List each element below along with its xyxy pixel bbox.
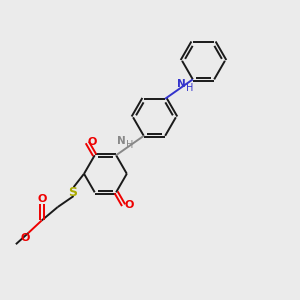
Text: N: N — [177, 79, 186, 89]
Text: H: H — [186, 82, 193, 93]
Text: H: H — [126, 140, 133, 150]
Text: O: O — [124, 200, 134, 210]
Text: O: O — [87, 137, 96, 147]
Text: O: O — [20, 233, 29, 243]
Text: S: S — [68, 186, 76, 199]
Text: O: O — [37, 194, 46, 204]
Text: N: N — [117, 136, 126, 146]
